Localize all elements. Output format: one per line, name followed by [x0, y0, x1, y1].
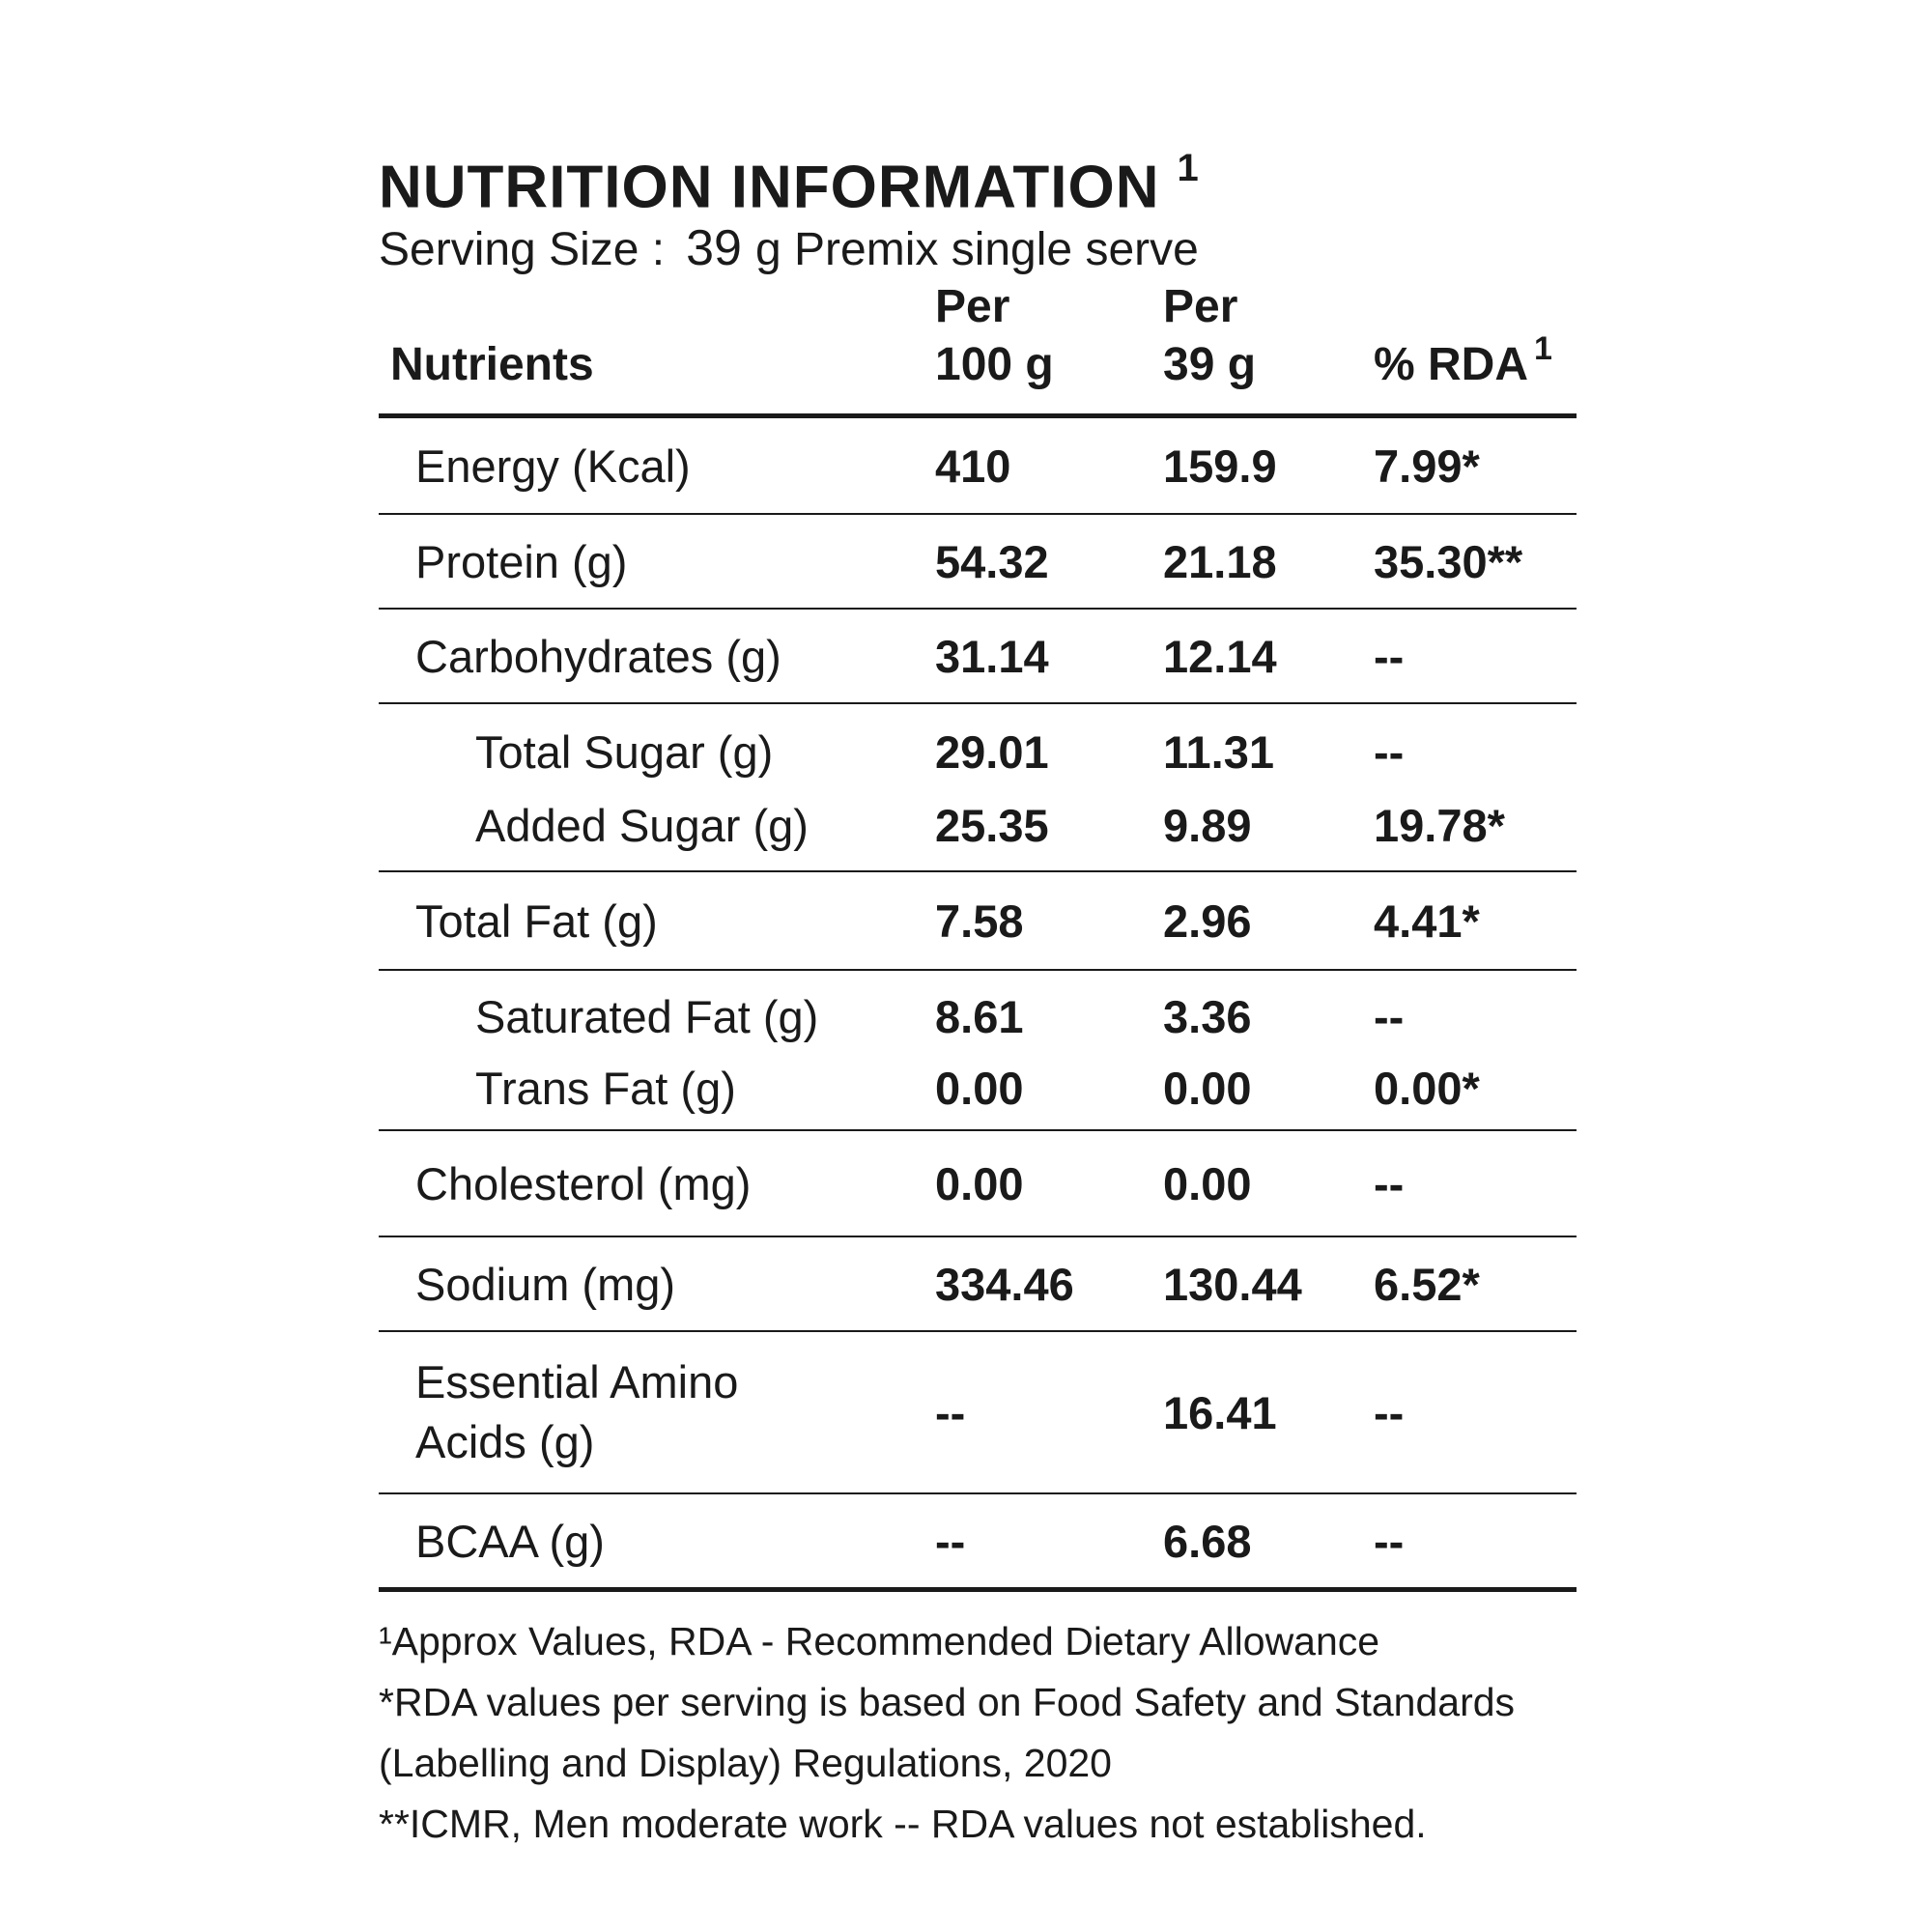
value-rda: --	[1374, 990, 1405, 1042]
table-row: Essential Amino Acids (g) -- 16.41 --	[379, 1332, 1577, 1492]
title-footnote-mark: 1	[1177, 147, 1200, 189]
value-per-39g: 6.68	[1163, 1515, 1252, 1567]
nutrient-name: Carbohydrates (g)	[415, 630, 781, 682]
value-rda: 4.41*	[1374, 895, 1480, 947]
value-per-100g: 8.61	[935, 990, 1024, 1042]
nutrient-name: Total Sugar (g)	[475, 725, 774, 778]
row-divider	[379, 1129, 1577, 1131]
footnote: ¹Approx Values, RDA - Recommended Dietar…	[379, 1619, 1380, 1663]
serving-amount: 39	[686, 220, 742, 276]
table-row-group: Total Sugar (g) 29.01 11.31 -- Added Sug…	[379, 704, 1577, 870]
nutrient-name-line2: Acids (g)	[415, 1416, 595, 1467]
row-divider	[379, 1492, 1577, 1494]
nutrient-name: Sodium (mg)	[415, 1258, 676, 1310]
nutrition-panel: NUTRITION INFORMATION 1 Serving Size : 39 g…	[379, 133, 1577, 1855]
row-divider	[379, 1330, 1577, 1332]
value-per-39g: 0.00	[1163, 1062, 1252, 1114]
value-rda: --	[1374, 725, 1405, 778]
table-header: Nutrients Per 100 g Per 39 g % RDA 1	[379, 281, 1577, 413]
header-rule	[379, 413, 1577, 418]
nutrient-name: Trans Fat (g)	[475, 1062, 736, 1114]
row-divider	[379, 1236, 1577, 1237]
table-bottom-rule	[379, 1587, 1577, 1592]
header-rda-mark: 1	[1534, 330, 1552, 367]
value-per-39g: 130.44	[1163, 1258, 1302, 1310]
header-nutrients: Nutrients	[390, 339, 594, 390]
value-per-100g: 7.58	[935, 895, 1024, 947]
nutrient-name: Protein (g)	[415, 535, 628, 587]
nutrient-name: Essential Amino Acids (g)	[415, 1332, 738, 1492]
nutrient-name: Cholesterol (mg)	[415, 1157, 752, 1209]
nutrient-name: Saturated Fat (g)	[475, 990, 819, 1042]
header-per-39g-line1: Per	[1163, 281, 1238, 332]
header-rda: % RDA 1	[1374, 324, 1552, 394]
serving-unit: g Premix single serve	[754, 224, 1199, 275]
footnote: **ICMR, Men moderate work -- RDA values …	[379, 1802, 1427, 1846]
value-rda: 0.00*	[1374, 1062, 1480, 1114]
header-rda-text: % RDA	[1374, 339, 1529, 390]
table-row: BCAA (g) -- 6.68 --	[379, 1494, 1577, 1587]
value-per-39g: 9.89	[1163, 799, 1252, 851]
table-row: Energy (Kcal) 410 159.9 7.99*	[379, 418, 1577, 513]
value-per-100g: --	[935, 1515, 966, 1567]
header-per-39g-line2: 39 g	[1163, 339, 1257, 390]
table-row: Saturated Fat (g) 8.61 3.36 --	[379, 980, 1577, 1052]
value-per-100g: 334.46	[935, 1258, 1074, 1310]
table-row: Cholesterol (mg) 0.00 0.00 --	[379, 1131, 1577, 1236]
nutrient-name: Added Sugar (g)	[475, 799, 809, 851]
row-divider	[379, 969, 1577, 971]
row-divider	[379, 608, 1577, 610]
value-per-39g: 0.00	[1163, 1157, 1252, 1209]
table-row: Carbohydrates (g) 31.14 12.14 --	[379, 610, 1577, 702]
footnote: (Labelling and Display) Regulations, 202…	[379, 1741, 1112, 1785]
value-rda: --	[1374, 1157, 1405, 1209]
serving-size: Serving Size : 39 g Premix single serve	[379, 214, 1577, 282]
value-rda: 7.99*	[1374, 440, 1480, 492]
value-per-100g: --	[935, 1386, 966, 1438]
nutrient-name: Energy (Kcal)	[415, 440, 691, 492]
value-per-39g: 12.14	[1163, 630, 1277, 682]
value-rda: --	[1374, 1515, 1405, 1567]
footnotes: ¹Approx Values, RDA - Recommended Dietar…	[379, 1611, 1577, 1855]
header-per-100g-line2: 100 g	[935, 339, 1054, 390]
serving-label: Serving Size :	[379, 224, 666, 275]
table-row: Added Sugar (g) 25.35 9.89 19.78*	[379, 789, 1577, 861]
table-row: Sodium (mg) 334.46 130.44 6.52*	[379, 1237, 1577, 1330]
value-per-100g: 54.32	[935, 535, 1049, 587]
table-row: Trans Fat (g) 0.00 0.00 0.00*	[379, 1052, 1577, 1123]
value-rda: 6.52*	[1374, 1258, 1480, 1310]
table-row: Total Sugar (g) 29.01 11.31 --	[379, 716, 1577, 787]
value-per-100g: 410	[935, 440, 1011, 492]
nutrient-name: Total Fat (g)	[415, 895, 658, 947]
value-per-39g: 21.18	[1163, 535, 1277, 587]
header-per-39g: Per 39 g	[1163, 278, 1256, 394]
footnote: *RDA values per serving is based on Food…	[379, 1680, 1516, 1724]
value-per-39g: 11.31	[1163, 725, 1275, 778]
row-divider	[379, 870, 1577, 872]
value-rda: --	[1374, 630, 1405, 682]
value-per-39g: 159.9	[1163, 440, 1277, 492]
value-per-39g: 3.36	[1163, 990, 1252, 1042]
row-divider	[379, 513, 1577, 515]
value-rda: 35.30**	[1374, 535, 1523, 587]
table-row: Total Fat (g) 7.58 2.96 4.41*	[379, 872, 1577, 969]
value-per-39g: 2.96	[1163, 895, 1252, 947]
value-per-100g: 29.01	[935, 725, 1049, 778]
value-rda: --	[1374, 1386, 1405, 1438]
table-row: Protein (g) 54.32 21.18 35.30**	[379, 515, 1577, 608]
table-row-group: Saturated Fat (g) 8.61 3.36 -- Trans Fat…	[379, 971, 1577, 1129]
value-per-100g: 0.00	[935, 1062, 1024, 1114]
header-per-100g-line1: Per	[935, 281, 1010, 332]
header-per-100g: Per 100 g	[935, 278, 1054, 394]
row-divider	[379, 702, 1577, 704]
value-rda: 19.78*	[1374, 799, 1505, 851]
nutrient-name: BCAA (g)	[415, 1515, 605, 1567]
value-per-100g: 25.35	[935, 799, 1049, 851]
page-title: NUTRITION INFORMATION 1	[379, 133, 1577, 221]
value-per-100g: 0.00	[935, 1157, 1024, 1209]
value-per-39g: 16.41	[1163, 1386, 1277, 1438]
nutrient-name-line1: Essential Amino	[415, 1356, 739, 1407]
value-per-100g: 31.14	[935, 630, 1049, 682]
title-text: NUTRITION INFORMATION	[379, 154, 1160, 221]
